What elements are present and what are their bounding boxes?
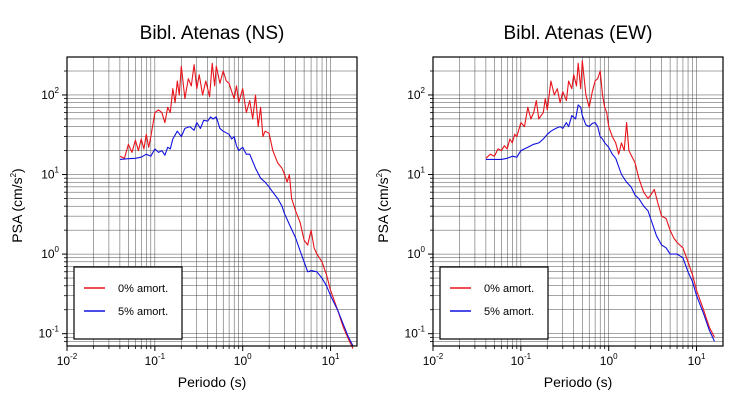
legend: 0% amort. 5% amort. — [439, 266, 549, 340]
x-tick-label: 101 — [688, 352, 706, 368]
x-tick-label: 10-2 — [423, 352, 444, 368]
legend: 0% amort. 5% amort. — [73, 266, 183, 340]
series-line-damped — [485, 104, 715, 342]
x-tick-exp: -2 — [436, 352, 444, 361]
chart-title: Bibl. Atenas (NS) — [140, 23, 285, 44]
x-tick-exp: 1 — [335, 352, 340, 361]
chart-title: Bibl. Atenas (EW) — [504, 23, 653, 44]
x-tick-exp: 1 — [701, 352, 706, 361]
y-tick-base: 10 — [407, 88, 421, 102]
y-axis-label: PSA (cm/s2) — [375, 168, 391, 242]
y-tick-exp: -1 — [418, 325, 426, 334]
y-tick-label: 10-1 — [39, 325, 60, 341]
legend-box — [439, 266, 549, 340]
series-line-undamped — [485, 60, 715, 338]
y-axis-label-tail: ) — [9, 168, 25, 173]
x-tick-base: 10 — [322, 354, 336, 368]
y-axis-label-exp: 2 — [375, 172, 384, 177]
y-tick-base: 10 — [405, 327, 419, 341]
legend-label: 0% amort. — [118, 283, 168, 295]
x-tick-base: 10 — [145, 354, 159, 368]
x-tick-base: 10 — [234, 354, 248, 368]
y-tick-exp: 0 — [421, 245, 426, 254]
plot-frame — [432, 56, 724, 347]
x-tick-label: 100 — [234, 352, 252, 368]
y-tick-base: 10 — [41, 247, 55, 261]
y-axis-label-main: PSA (cm/s — [9, 177, 25, 242]
y-tick-base: 10 — [39, 327, 53, 341]
series-line-damped — [119, 116, 354, 347]
y-tick-label: 102 — [407, 86, 425, 102]
legend-label: 0% amort. — [484, 283, 534, 295]
plot-frame — [66, 56, 358, 347]
x-tick-exp: -1 — [524, 352, 532, 361]
series-line-undamped — [119, 62, 354, 349]
y-tick-label: 101 — [407, 166, 425, 182]
x-tick-base: 10 — [511, 354, 525, 368]
y-tick-base: 10 — [41, 168, 55, 182]
y-tick-label: 102 — [41, 86, 59, 102]
y-axis-label: PSA (cm/s2) — [9, 168, 25, 242]
x-tick-label: 10-1 — [145, 352, 166, 368]
x-tick-exp: -1 — [158, 352, 166, 361]
y-tick-label: 100 — [41, 245, 59, 261]
x-tick-exp: 0 — [613, 352, 618, 361]
y-tick-label: 101 — [41, 166, 59, 182]
legend-box — [73, 266, 183, 340]
y-axis-label-main: PSA (cm/s — [375, 177, 391, 242]
x-tick-base: 10 — [57, 354, 71, 368]
y-tick-exp: -1 — [52, 325, 60, 334]
x-tick-label: 10-2 — [57, 352, 78, 368]
y-axis-label-exp: 2 — [9, 172, 18, 177]
x-tick-base: 10 — [423, 354, 437, 368]
x-tick-label: 101 — [322, 352, 340, 368]
y-tick-label: 100 — [407, 245, 425, 261]
x-tick-exp: 0 — [247, 352, 252, 361]
y-tick-exp: 2 — [421, 86, 426, 95]
y-tick-base: 10 — [407, 247, 421, 261]
x-tick-base: 10 — [688, 354, 702, 368]
x-tick-label: 100 — [600, 352, 618, 368]
x-tick-label: 10-1 — [511, 352, 532, 368]
x-tick-exp: -2 — [70, 352, 78, 361]
y-tick-exp: 1 — [55, 166, 60, 175]
y-tick-exp: 0 — [55, 245, 60, 254]
y-axis-label-tail: ) — [375, 168, 391, 173]
y-tick-exp: 1 — [421, 166, 426, 175]
x-axis-label: Periodo (s) — [178, 374, 246, 390]
x-axis-label: Periodo (s) — [544, 374, 612, 390]
legend-label: 5% amort. — [118, 306, 168, 318]
y-tick-exp: 2 — [55, 86, 60, 95]
y-tick-label: 10-1 — [405, 325, 426, 341]
legend-label: 5% amort. — [484, 306, 534, 318]
y-tick-base: 10 — [41, 88, 55, 102]
x-tick-base: 10 — [600, 354, 614, 368]
y-tick-base: 10 — [407, 168, 421, 182]
